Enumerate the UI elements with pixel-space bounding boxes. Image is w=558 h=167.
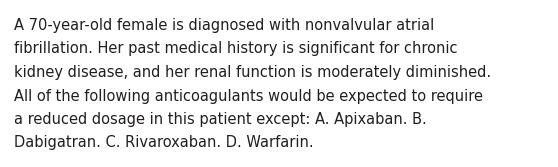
Text: kidney disease, and her renal function is moderately diminished.: kidney disease, and her renal function i… [14, 65, 491, 80]
Text: fibrillation. Her past medical history is significant for chronic: fibrillation. Her past medical history i… [14, 42, 458, 56]
Text: A 70-year-old female is diagnosed with nonvalvular atrial: A 70-year-old female is diagnosed with n… [14, 18, 434, 33]
Text: a reduced dosage in this patient except: A. Apixaban. B.: a reduced dosage in this patient except:… [14, 112, 427, 127]
Text: All of the following anticoagulants would be expected to require: All of the following anticoagulants woul… [14, 89, 483, 104]
Text: Dabigatran. C. Rivaroxaban. D. Warfarin.: Dabigatran. C. Rivaroxaban. D. Warfarin. [14, 135, 314, 150]
